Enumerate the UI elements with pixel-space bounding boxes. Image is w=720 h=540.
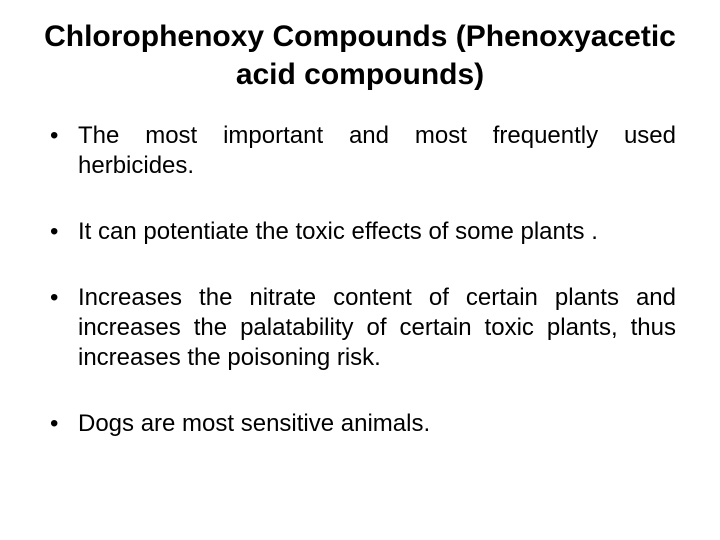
list-item: Increases the nitrate content of certain… (50, 283, 676, 373)
slide-title-bold: Chlorophenoxy Compounds (44, 20, 447, 53)
list-item: It can potentiate the toxic effects of s… (50, 217, 676, 247)
slide-title: Chlorophenoxy Compounds (Phenoxyacetic a… (36, 18, 684, 93)
list-item: The most important and most frequently u… (50, 121, 676, 181)
bullet-list: The most important and most frequently u… (36, 121, 684, 439)
list-item: Dogs are most sensitive animals. (50, 409, 676, 439)
